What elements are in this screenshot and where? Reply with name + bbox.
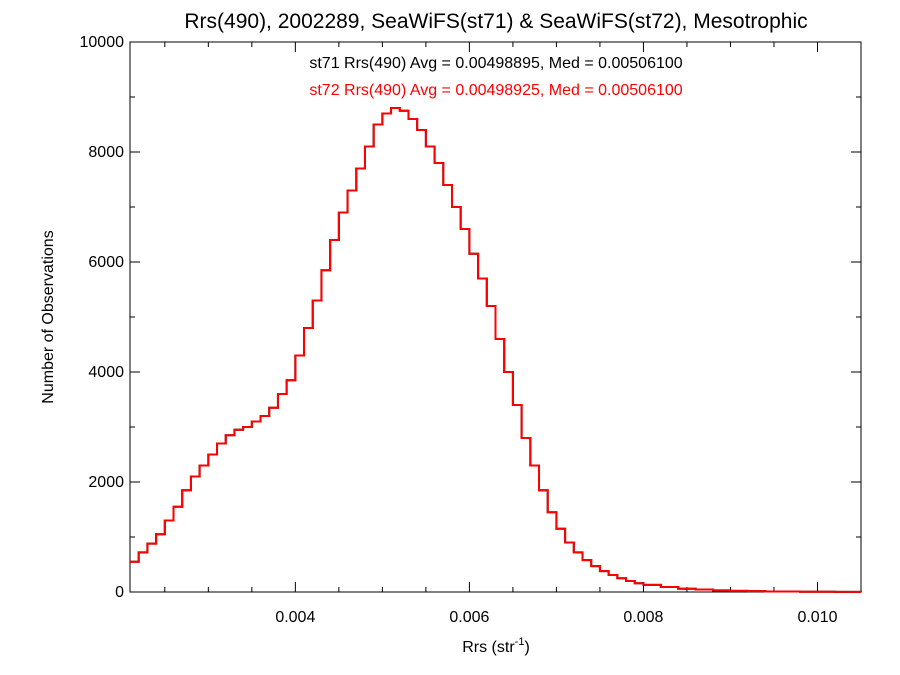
annotations: st71 Rrs(490) Avg = 0.00498895, Med = 0.… [309, 55, 682, 99]
y-tick-label: 10000 [80, 34, 125, 51]
y-tick-label: 8000 [88, 144, 124, 161]
x-axis: 0.004 0.006 0.008 0.010 [164, 42, 862, 626]
y-tick-label: 2000 [88, 474, 124, 491]
annotation-st72: st72 Rrs(490) Avg = 0.00498925, Med = 0.… [309, 82, 682, 99]
y-tick-label: 0 [115, 584, 124, 601]
x-axis-label: Rrs (str-1) [462, 636, 530, 656]
y-tick-label: 6000 [88, 254, 124, 271]
y-axis-label: Number of Observations [40, 230, 57, 403]
series-line-st71 [130, 107, 862, 593]
series-line-st72 [130, 107, 862, 593]
x-axis-label-sup: -1 [515, 636, 525, 648]
series-layer [130, 107, 862, 593]
chart-title: Rrs(490), 2002289, SeaWiFS(st71) & SeaWi… [184, 10, 807, 33]
x-axis-label-close: ) [524, 639, 529, 656]
x-tick-label: 0.004 [275, 609, 315, 626]
x-tick-label: 0.008 [623, 609, 663, 626]
y-axis: 0 2000 4000 6000 8000 10000 [80, 34, 861, 601]
y-tick-label: 4000 [88, 364, 124, 381]
x-tick-label: 0.010 [797, 609, 837, 626]
x-tick-label: 0.006 [449, 609, 489, 626]
annotation-st71: st71 Rrs(490) Avg = 0.00498895, Med = 0.… [309, 55, 682, 72]
x-axis-label-main: Rrs (str [462, 639, 515, 656]
